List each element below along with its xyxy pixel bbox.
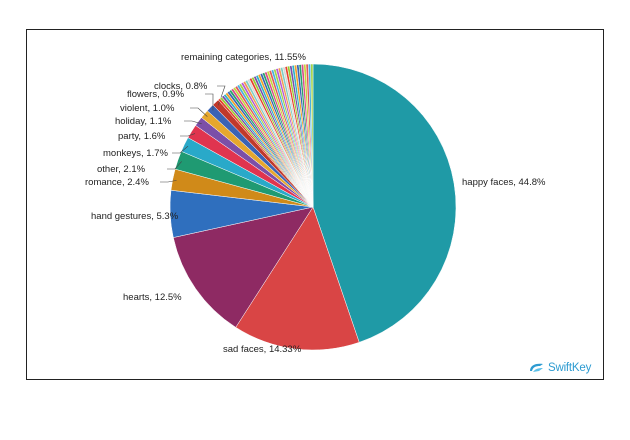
leader-line xyxy=(184,120,202,125)
leader-line xyxy=(167,161,182,170)
pie-slice-hearts xyxy=(173,206,314,328)
slice-label: violent, 1.0% xyxy=(120,103,175,114)
slice-label: holiday, 1.1% xyxy=(115,116,172,127)
leader-line xyxy=(180,133,196,137)
slice-label: other, 2.1% xyxy=(97,164,146,175)
swiftkey-logo-text: SwiftKey xyxy=(548,361,592,374)
slice-label: hand gestures, 5.3% xyxy=(91,211,179,222)
leader-line xyxy=(172,145,189,154)
swiftkey-logo: SwiftKey xyxy=(528,361,591,374)
slice-label: monkeys, 1.7% xyxy=(103,148,168,159)
leader-line xyxy=(190,107,208,117)
pie-slice-remaining-categories-stripe xyxy=(310,63,314,208)
leader-line xyxy=(160,180,177,183)
slice-label: happy faces, 44.8% xyxy=(462,177,546,188)
pie-slice-happy-faces xyxy=(312,63,457,343)
swiftkey-logo-icon xyxy=(530,363,543,372)
slice-label: hearts, 12.5% xyxy=(123,292,182,303)
slice-label: romance, 2.4% xyxy=(85,177,149,188)
slice-label: clocks, 0.8% xyxy=(154,81,208,92)
slice-label: flowers, 0.9% xyxy=(127,89,185,100)
slice-label: remaining categories, 11.55% xyxy=(181,52,307,63)
slice-label: sad faces, 14.33% xyxy=(223,344,302,355)
slice-label: party, 1.6% xyxy=(118,131,166,142)
pie-slice-sad-faces xyxy=(235,206,360,351)
